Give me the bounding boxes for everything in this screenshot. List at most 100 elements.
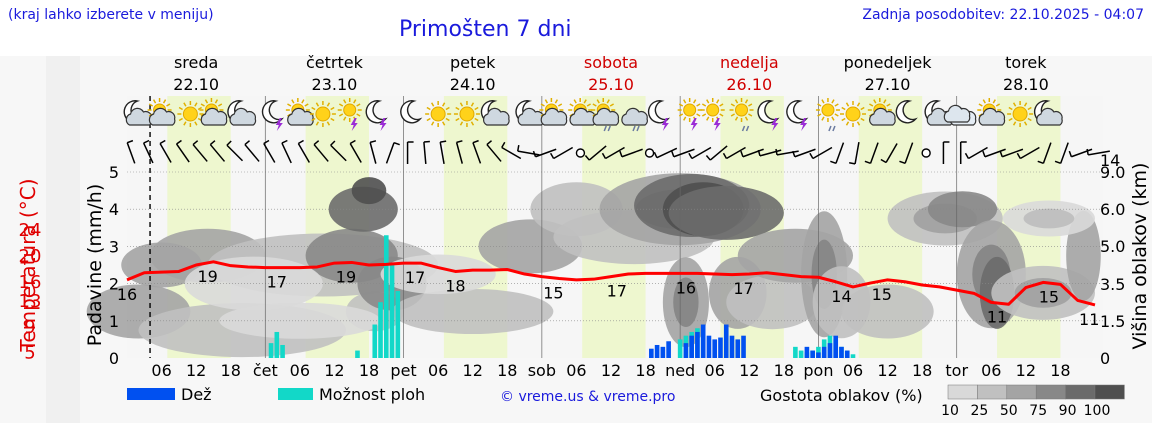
cloud-cloud-icon: [943, 104, 977, 126]
cloud-shape: [540, 107, 568, 126]
rain-bar: [821, 346, 827, 358]
temperature-label: 17: [405, 268, 425, 287]
sun-ray: [470, 121, 475, 126]
wind-barb-feather: [982, 150, 986, 158]
wind-barb-feather: [486, 140, 493, 146]
sun-ray: [287, 103, 292, 107]
sun-ray: [197, 106, 203, 111]
day-date: 23.10: [312, 75, 358, 94]
day-date: 24.10: [450, 75, 496, 94]
sun-drizzle-icon: [815, 98, 840, 132]
temperature-label: 14: [831, 287, 851, 306]
temp-tick: 9: [24, 317, 35, 338]
moon-storm-icon: [647, 100, 671, 131]
sun-ray: [326, 102, 331, 107]
wind-barb: [385, 142, 395, 164]
sun-ray: [1012, 102, 1017, 107]
showers-legend-label: Možnost ploh: [319, 385, 425, 404]
sun-ray: [586, 103, 591, 107]
wind-barb: [192, 144, 208, 162]
rain-bar: [810, 350, 815, 358]
showers-legend-swatch: [278, 388, 313, 400]
sun-ray: [1027, 117, 1032, 122]
wind-barb-feather: [297, 139, 304, 145]
sun-ray: [183, 121, 187, 126]
wind-barb: [742, 148, 764, 158]
cloud-height-tick: 5.0: [1100, 237, 1125, 256]
wind-barb-feather: [775, 148, 778, 156]
day-name: petek: [450, 53, 496, 72]
sun-ray: [455, 106, 460, 111]
sun-ray: [214, 99, 219, 104]
sun-ray: [856, 102, 861, 107]
wind-barb-feather: [472, 139, 479, 144]
temperature-label: 18: [445, 276, 465, 295]
sun-ray: [474, 117, 479, 122]
sun-ray: [311, 117, 316, 122]
wind-barb: [244, 144, 260, 162]
temperature-label: 11: [1079, 310, 1099, 329]
cloud-blob: [219, 302, 381, 339]
sun-cloud-icon: [977, 98, 1006, 126]
sun-disc: [430, 106, 446, 122]
cloud-height-tick: 0: [1100, 349, 1110, 368]
sun-ray: [315, 121, 320, 126]
precip-axis-label: Padavine (mm/h): [84, 184, 106, 347]
day-date: 22.10: [173, 75, 219, 94]
shower-bar: [395, 291, 401, 358]
temperature-label: 17: [607, 282, 627, 301]
day-short-label: tor: [945, 361, 968, 380]
rain-bar: [844, 350, 850, 358]
wind-barb-feather: [440, 140, 447, 143]
wind-barb-feather: [393, 141, 400, 146]
sun-ray: [1023, 121, 1028, 126]
wind-barb-feather: [584, 154, 590, 161]
cloud-density-label: Gostota oblakov (%): [760, 386, 923, 405]
wind-barb: [691, 146, 712, 160]
wind-barb: [726, 146, 746, 160]
wind-calm: [644, 148, 655, 158]
shower-bar: [355, 350, 360, 358]
wind-barb-feather: [757, 149, 761, 157]
rain-bar: [804, 346, 810, 358]
region-menu-note: (kraj lahko izberete v meniju): [8, 7, 214, 23]
wind-barb: [968, 146, 988, 160]
sun-cloud-icon: [147, 98, 176, 126]
wind-barb-feather: [423, 140, 430, 143]
sun-ray: [845, 121, 850, 126]
wind-barb-feather: [209, 140, 216, 146]
day-short-label: pet: [390, 361, 416, 380]
wind-barb: [517, 150, 540, 156]
precip-tick: 0: [109, 349, 119, 368]
credit: © vreme.us & vreme.pro: [500, 389, 675, 405]
temperature-label: 19: [336, 267, 356, 286]
sun-ray: [430, 102, 435, 107]
wind-barb: [455, 142, 464, 164]
lightning-bolt: [275, 118, 283, 131]
wind-barb: [297, 143, 311, 163]
hour-tick-label: 06: [705, 361, 725, 380]
wind-barb-feather: [830, 160, 837, 165]
sun-ray: [592, 103, 597, 107]
shower-bar: [793, 346, 798, 358]
wind-barb: [812, 146, 833, 160]
temperature-label: 17: [733, 279, 753, 298]
wind-barb: [1019, 146, 1040, 160]
sun-ray: [856, 121, 861, 126]
wind-barb: [869, 142, 879, 164]
wind-barb-feather: [1054, 160, 1061, 165]
sun-ray: [734, 99, 739, 104]
rain-bar: [741, 335, 746, 358]
drizzle-drop: [745, 125, 750, 132]
wind-barb: [535, 148, 557, 158]
rain-bar: [833, 335, 839, 358]
wind-calm: [921, 148, 931, 158]
wind-barb: [330, 144, 347, 162]
sun-ray: [596, 99, 600, 104]
sun-ray: [304, 103, 309, 107]
wind-barb-feather: [159, 139, 166, 145]
wind-barb: [263, 143, 276, 163]
wind-barb: [209, 144, 226, 162]
moon-cloud-icon: [515, 100, 545, 126]
